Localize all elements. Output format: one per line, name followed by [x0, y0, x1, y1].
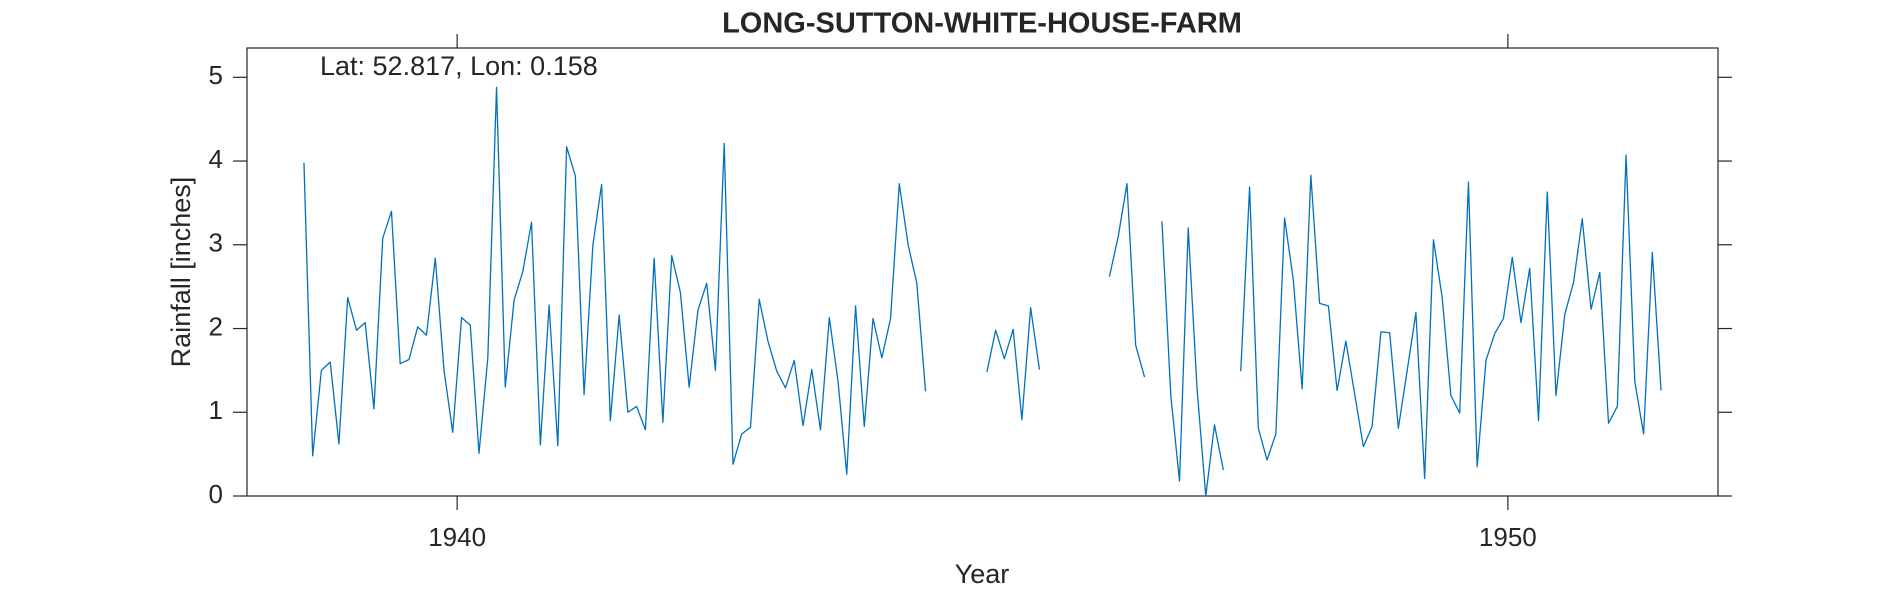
y-axis-label: Rainfall [inches]: [166, 177, 196, 368]
y-tick-label: 0: [209, 479, 223, 509]
y-tick-label: 5: [209, 60, 223, 90]
annotation: Lat: 52.817, Lon: 0.158: [320, 51, 598, 81]
plot-frame: [246, 47, 1719, 497]
y-tick-label: 2: [209, 311, 223, 341]
x-tick-label: 1940: [428, 522, 486, 552]
x-tick-label: 1950: [1479, 522, 1537, 552]
data-line: [303, 86, 1662, 497]
y-tick-label: 1: [209, 395, 223, 425]
chart-title: LONG-SUTTON-WHITE-HOUSE-FARM: [722, 8, 1242, 40]
y-tick-label: 4: [209, 144, 223, 174]
x-axis-label: Year: [955, 559, 1010, 589]
y-tick-label: 3: [209, 228, 223, 258]
